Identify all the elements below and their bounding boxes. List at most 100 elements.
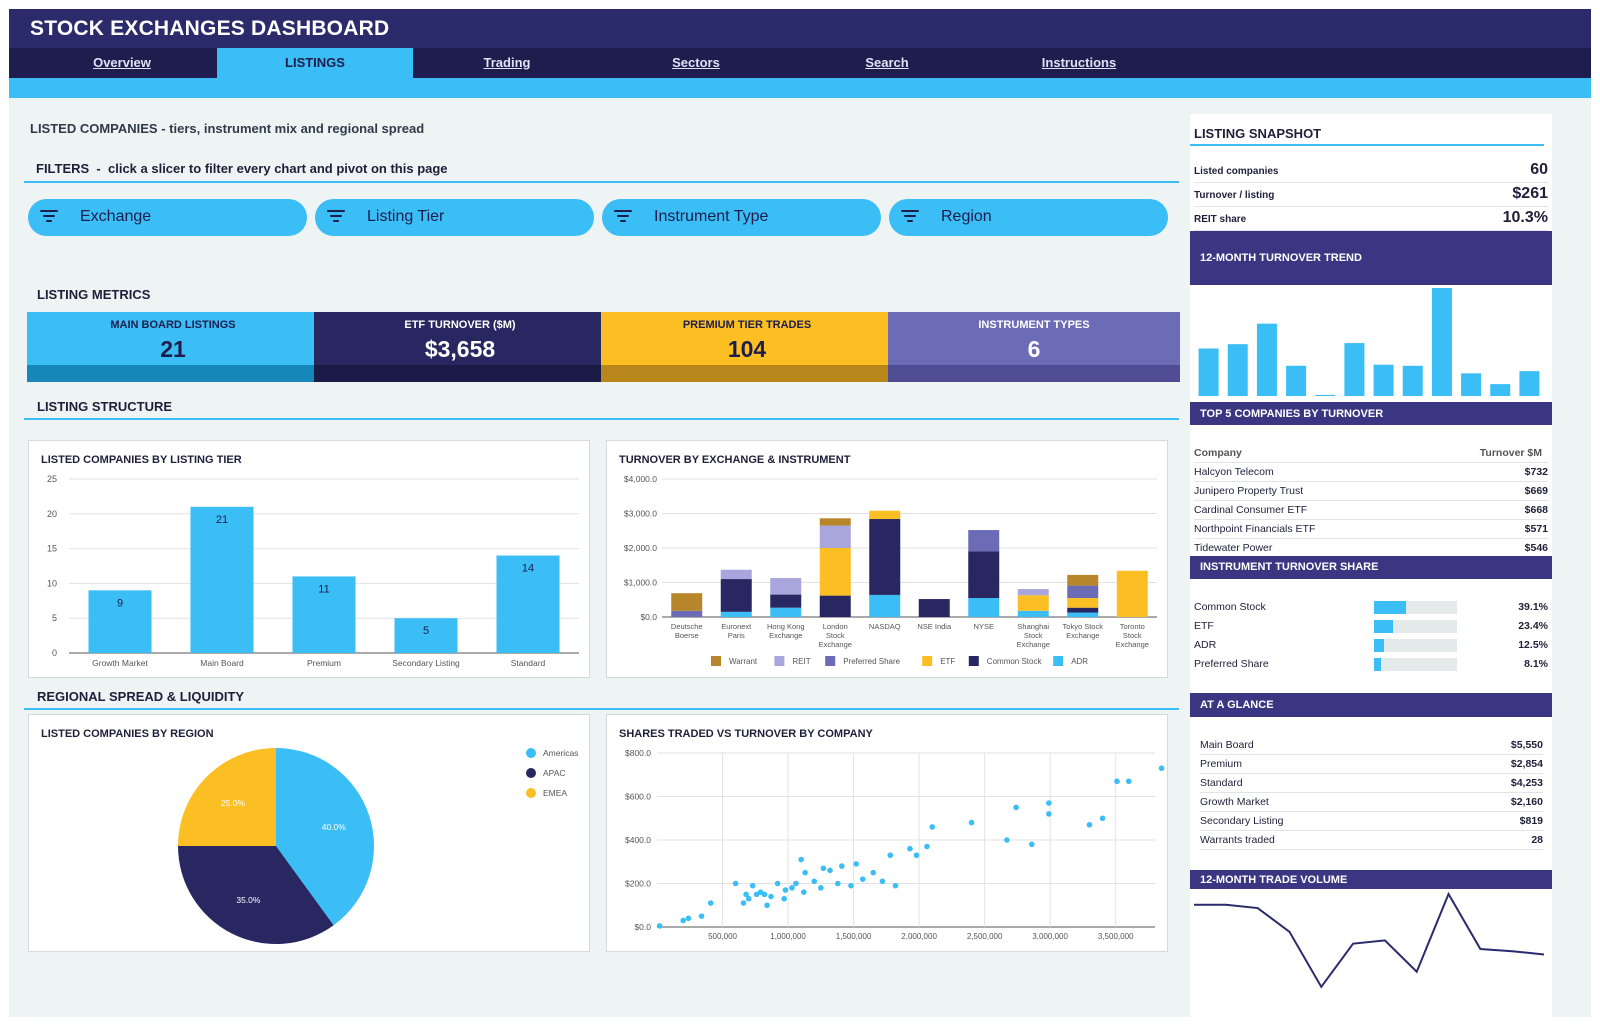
x-tick-label: NSE India bbox=[917, 622, 952, 631]
share-row: ETF 23.4% bbox=[1194, 617, 1548, 636]
scatter-point bbox=[870, 869, 877, 876]
scatter-point bbox=[968, 819, 975, 826]
x-tick-label: Stock bbox=[826, 631, 845, 640]
x-tick-label: Premium bbox=[307, 658, 341, 668]
scatter-point bbox=[768, 893, 774, 900]
tab-trading[interactable]: Trading bbox=[483, 55, 531, 70]
region-chart: 40.0% 35.0% 25.0% Americas APAC EMEA bbox=[178, 748, 578, 944]
pie-slice bbox=[178, 846, 334, 944]
trend-bar bbox=[1344, 343, 1365, 396]
page-heading-separator: - bbox=[157, 121, 170, 136]
stacked-bar-segment bbox=[720, 569, 752, 580]
scatter-point bbox=[1029, 841, 1035, 848]
top5-header: TOP 5 COMPANIES BY TURNOVER bbox=[1190, 402, 1552, 425]
page-heading-title: LISTED COMPANIES bbox=[30, 121, 158, 136]
right-sidebar: LISTING SNAPSHOT Listed companies 60 Tur… bbox=[1190, 114, 1552, 1017]
company-turnover: $546 bbox=[1524, 542, 1548, 554]
share-row: Common Stock 39.1% bbox=[1194, 598, 1548, 617]
snapshot-value: $261 bbox=[1512, 185, 1548, 202]
scatter-point bbox=[892, 882, 899, 889]
company-name: Tidewater Power bbox=[1194, 542, 1273, 554]
legend-label: REIT bbox=[792, 657, 810, 666]
page-subheading: tiers, instrument mix and regional sprea… bbox=[169, 121, 425, 136]
tier-chart: 0 5 10 15 20 25 9 Growth Market 21 Main Board 11 Pr… bbox=[47, 474, 579, 668]
bar bbox=[394, 618, 458, 653]
scatter-point bbox=[1046, 811, 1052, 817]
company-name: Northpoint Financials ETF bbox=[1194, 523, 1316, 535]
glance-value: $2,854 bbox=[1510, 758, 1543, 770]
kpi-footer bbox=[27, 365, 319, 382]
trend-bar bbox=[1402, 365, 1423, 396]
x-tick-label: Stock bbox=[1024, 631, 1043, 640]
scatter-point bbox=[827, 867, 833, 874]
bar bbox=[496, 555, 560, 653]
trend-bar bbox=[1286, 365, 1307, 396]
x-tick-label: Growth Market bbox=[92, 658, 148, 668]
snapshot-title: LISTING SNAPSHOT bbox=[1194, 126, 1322, 141]
region-chart-title: LISTED COMPANIES BY REGION bbox=[41, 728, 214, 740]
slicer-instrument-type[interactable]: Instrument Type bbox=[602, 199, 881, 236]
x-tick-label: 3,000,000 bbox=[1032, 932, 1068, 941]
regional-divider bbox=[24, 708, 1179, 710]
stacked-bar-segment bbox=[770, 594, 802, 608]
turnover-chart: $0.0 $1,000.0 $2,000.0 $3,000.0 $4,000.0 Deut… bbox=[624, 474, 1157, 666]
scatter-point bbox=[764, 902, 770, 909]
scatter-point bbox=[740, 900, 747, 906]
scatter-point bbox=[732, 880, 739, 887]
legend-swatch bbox=[825, 656, 836, 666]
slicer-listing-tier[interactable]: Listing Tier bbox=[315, 199, 594, 236]
x-tick-label: Exchange bbox=[1017, 640, 1050, 649]
glance-value: 28 bbox=[1531, 834, 1543, 846]
kpi-instrument-types: INSTRUMENT TYPES 6 bbox=[888, 312, 1180, 382]
stacked-bar-segment bbox=[770, 578, 802, 595]
app-title: STOCK EXCHANGES DASHBOARD bbox=[30, 17, 390, 40]
snapshot-label: Listed companies bbox=[1194, 166, 1279, 177]
slicer-instrument-type-label: Instrument Type bbox=[654, 208, 769, 225]
stacked-bar-segment bbox=[869, 594, 901, 617]
company-name: Junipero Property Trust bbox=[1194, 485, 1304, 497]
tab-search[interactable]: Search bbox=[865, 55, 909, 70]
scatter-point bbox=[1158, 765, 1165, 772]
scatter-point bbox=[853, 861, 859, 867]
top5-column-headers: Company Turnover $M bbox=[1194, 444, 1548, 463]
legend-label: ETF bbox=[940, 657, 955, 666]
slicer-region[interactable]: Region bbox=[889, 199, 1168, 236]
slicer-exchange[interactable]: Exchange bbox=[28, 199, 307, 236]
scatter-point bbox=[1099, 815, 1106, 822]
scatter-point bbox=[680, 917, 687, 924]
nav-bar: Overview LISTINGS Trading Sectors Search… bbox=[9, 48, 1591, 78]
legend-swatch bbox=[526, 788, 536, 798]
title-bar: STOCK EXCHANGES DASHBOARD bbox=[9, 9, 1591, 48]
x-tick-label: 3,500,000 bbox=[1098, 932, 1134, 941]
legend-swatch bbox=[774, 656, 785, 666]
tier-chart-title: LISTED COMPANIES BY LISTING TIER bbox=[41, 454, 242, 466]
scatter-point bbox=[781, 895, 787, 902]
x-tick-label: Secondary Listing bbox=[392, 658, 460, 668]
trend-bar bbox=[1519, 371, 1540, 396]
x-tick-label: NASDAQ bbox=[869, 622, 901, 631]
share-value: 12.5% bbox=[1518, 639, 1548, 651]
scatter-point bbox=[685, 915, 692, 922]
stacked-bar-segment bbox=[869, 519, 901, 595]
tab-listings[interactable]: LISTINGS bbox=[217, 48, 413, 78]
share-value: 39.1% bbox=[1518, 601, 1548, 613]
dashboard-app: STOCK EXCHANGES DASHBOARD Overview LISTI… bbox=[9, 9, 1591, 1017]
trend-bar bbox=[1431, 288, 1452, 396]
slice-label: 25.0% bbox=[221, 798, 246, 808]
y-tick-label: $3,000.0 bbox=[624, 509, 657, 519]
stacked-bar-segment bbox=[1067, 574, 1099, 586]
tab-overview[interactable]: Overview bbox=[93, 55, 151, 70]
company-turnover: $669 bbox=[1524, 485, 1548, 497]
filter-icon bbox=[40, 210, 58, 222]
tab-sectors[interactable]: Sectors bbox=[672, 55, 720, 70]
stacked-bar-segment bbox=[819, 525, 851, 548]
y-tick-label: 5 bbox=[52, 613, 57, 623]
stacked-bar-segment bbox=[869, 510, 901, 520]
stacked-bar-segment bbox=[671, 593, 703, 611]
company-turnover: $571 bbox=[1524, 523, 1548, 535]
tab-instructions[interactable]: Instructions bbox=[1041, 55, 1117, 70]
scatter-point bbox=[1114, 778, 1120, 785]
x-tick-label: London bbox=[823, 622, 848, 631]
y-tick-label: $800.0 bbox=[625, 748, 651, 758]
share-row: ADR 12.5% bbox=[1194, 636, 1548, 655]
